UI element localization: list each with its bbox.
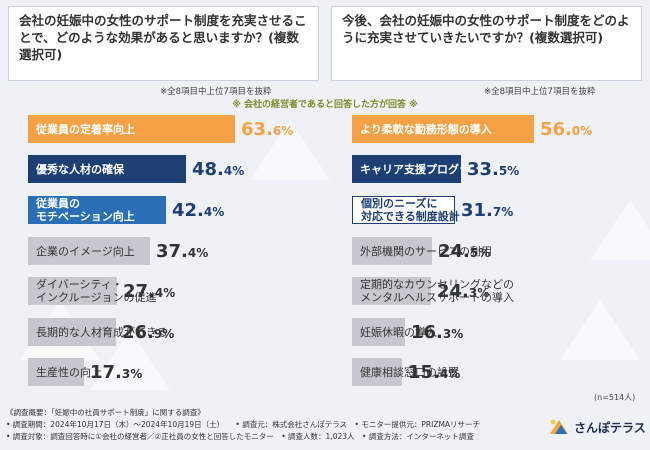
center-note: ※ 会社の経営者であると回答した方が回答 ※ (232, 100, 418, 110)
right-bar-label-3: 個別のニーズに 対応できる制度設計 (361, 197, 460, 223)
right-bar-7: 健康相談窓口の設置 (352, 358, 459, 386)
background-triangle (590, 200, 650, 260)
left-value-label-2: 48.4% (192, 159, 245, 180)
left-bar-label-7: 生産性の向上 (36, 365, 102, 379)
right-value-label-4: 24.5% (438, 241, 491, 262)
left-value-label-1: 63.6% (241, 119, 294, 140)
right-bar-label-6: 妊娠休暇の導入 (360, 325, 437, 339)
left-bar-2: 優秀な人材の確保 (28, 155, 186, 183)
right-question-box: 今後、会社の妊娠中の女性のサポート制度をどのように充実させていきたいですか？(複… (331, 6, 642, 81)
right-note: ※全8項目中上位7項目を抜粋 (484, 87, 596, 97)
left-question-text: 会社の妊娠中の女性のサポート制度を充実させることで、どのような効果があると思いま… (19, 13, 307, 62)
logo-text: さんぽテラス (574, 420, 646, 435)
right-bar-label-1: より柔軟な勤務形態の導入 (360, 122, 492, 136)
sanpo-terrace-logo-icon (550, 419, 568, 434)
right-bar-3: 個別のニーズに 対応できる制度設計 (352, 196, 460, 224)
left-bar-5: ダイバーシティ・ インクルージョンの促進 (28, 277, 156, 305)
left-bar-6: 長期的な人材育成ができる (28, 318, 168, 346)
left-bar-label-2: 優秀な人材の確保 (36, 162, 124, 176)
right-value-label-2: 33.5% (467, 159, 520, 180)
right-bar-1: より柔軟な勤務形態の導入 (352, 115, 534, 143)
right-value-label-6: 16.3% (411, 322, 464, 343)
background-triangle (560, 300, 640, 360)
right-bar-5: 定期的なカウンセリングなどの メンタルヘルスサポートの導入 (352, 277, 514, 305)
footer-line-2: • 調査期間：2024年10月17日（木）～2024年10月19日（土） • 調… (6, 420, 481, 429)
right-bar-label-7: 健康相談窓口の設置 (360, 365, 459, 379)
background-triangle (250, 120, 330, 180)
footer-line-1: 《調査概要：「妊娠中の社員サポート制度」に関する調査》 (6, 408, 205, 417)
left-bar-1: 従業員の定着率向上 (28, 115, 235, 143)
left-bar-label-4: 企業のイメージ向上 (36, 244, 135, 258)
left-bar-3: 従業員の モチベーション向上 (28, 196, 166, 224)
right-bar-6: 妊娠休暇の導入 (352, 318, 437, 346)
left-value-label-3: 42.4% (172, 200, 225, 221)
right-question-text: 今後、会社の妊娠中の女性のサポート制度をどのように充実させていきたいですか？(複… (342, 13, 630, 45)
right-value-label-1: 56.0% (540, 119, 593, 140)
left-bar-7: 生産性の向上 (28, 358, 102, 386)
left-bar-label-6: 長期的な人材育成ができる (36, 325, 168, 339)
right-bar-2: キャリア支援プログラムの強化 (352, 155, 514, 183)
sample-size: (n=514人) (594, 393, 636, 402)
right-value-label-7: 15.4% (408, 362, 461, 383)
left-value-label-6: 26.9% (122, 322, 175, 343)
left-bar-label-1: 従業員の定着率向上 (36, 122, 135, 136)
left-bar-label-5: ダイバーシティ・ インクルージョンの促進 (36, 278, 157, 304)
right-bar-label-2: キャリア支援プログラムの強化 (360, 162, 514, 176)
left-bar-4: 企業のイメージ向上 (28, 237, 150, 265)
left-value-label-7: 17.3% (90, 362, 143, 383)
right-value-label-5: 24.3% (437, 281, 490, 302)
right-bar-4: 外部機関のサービスの利用 (352, 237, 492, 265)
left-note: ※全8項目中上位7項目を抜粋 (160, 87, 272, 97)
footer-line-3: • 調査対象：調査回答時に①会社の経営者／②正社員の女性と回答したモニター • … (6, 432, 474, 441)
left-value-label-5: 27.4% (123, 281, 176, 302)
right-bar-label-5: 定期的なカウンセリングなどの メンタルヘルスサポートの導入 (360, 278, 514, 304)
logo: さんぽテラス (548, 417, 646, 437)
left-bar-label-3: 従業員の モチベーション向上 (36, 197, 135, 223)
right-bar-label-4: 外部機関のサービスの利用 (360, 244, 492, 258)
left-question-box: 会社の妊娠中の女性のサポート制度を充実させることで、どのような効果があると思いま… (8, 6, 319, 81)
right-value-label-3: 31.7% (461, 200, 514, 221)
left-value-label-4: 37.4% (156, 241, 209, 262)
